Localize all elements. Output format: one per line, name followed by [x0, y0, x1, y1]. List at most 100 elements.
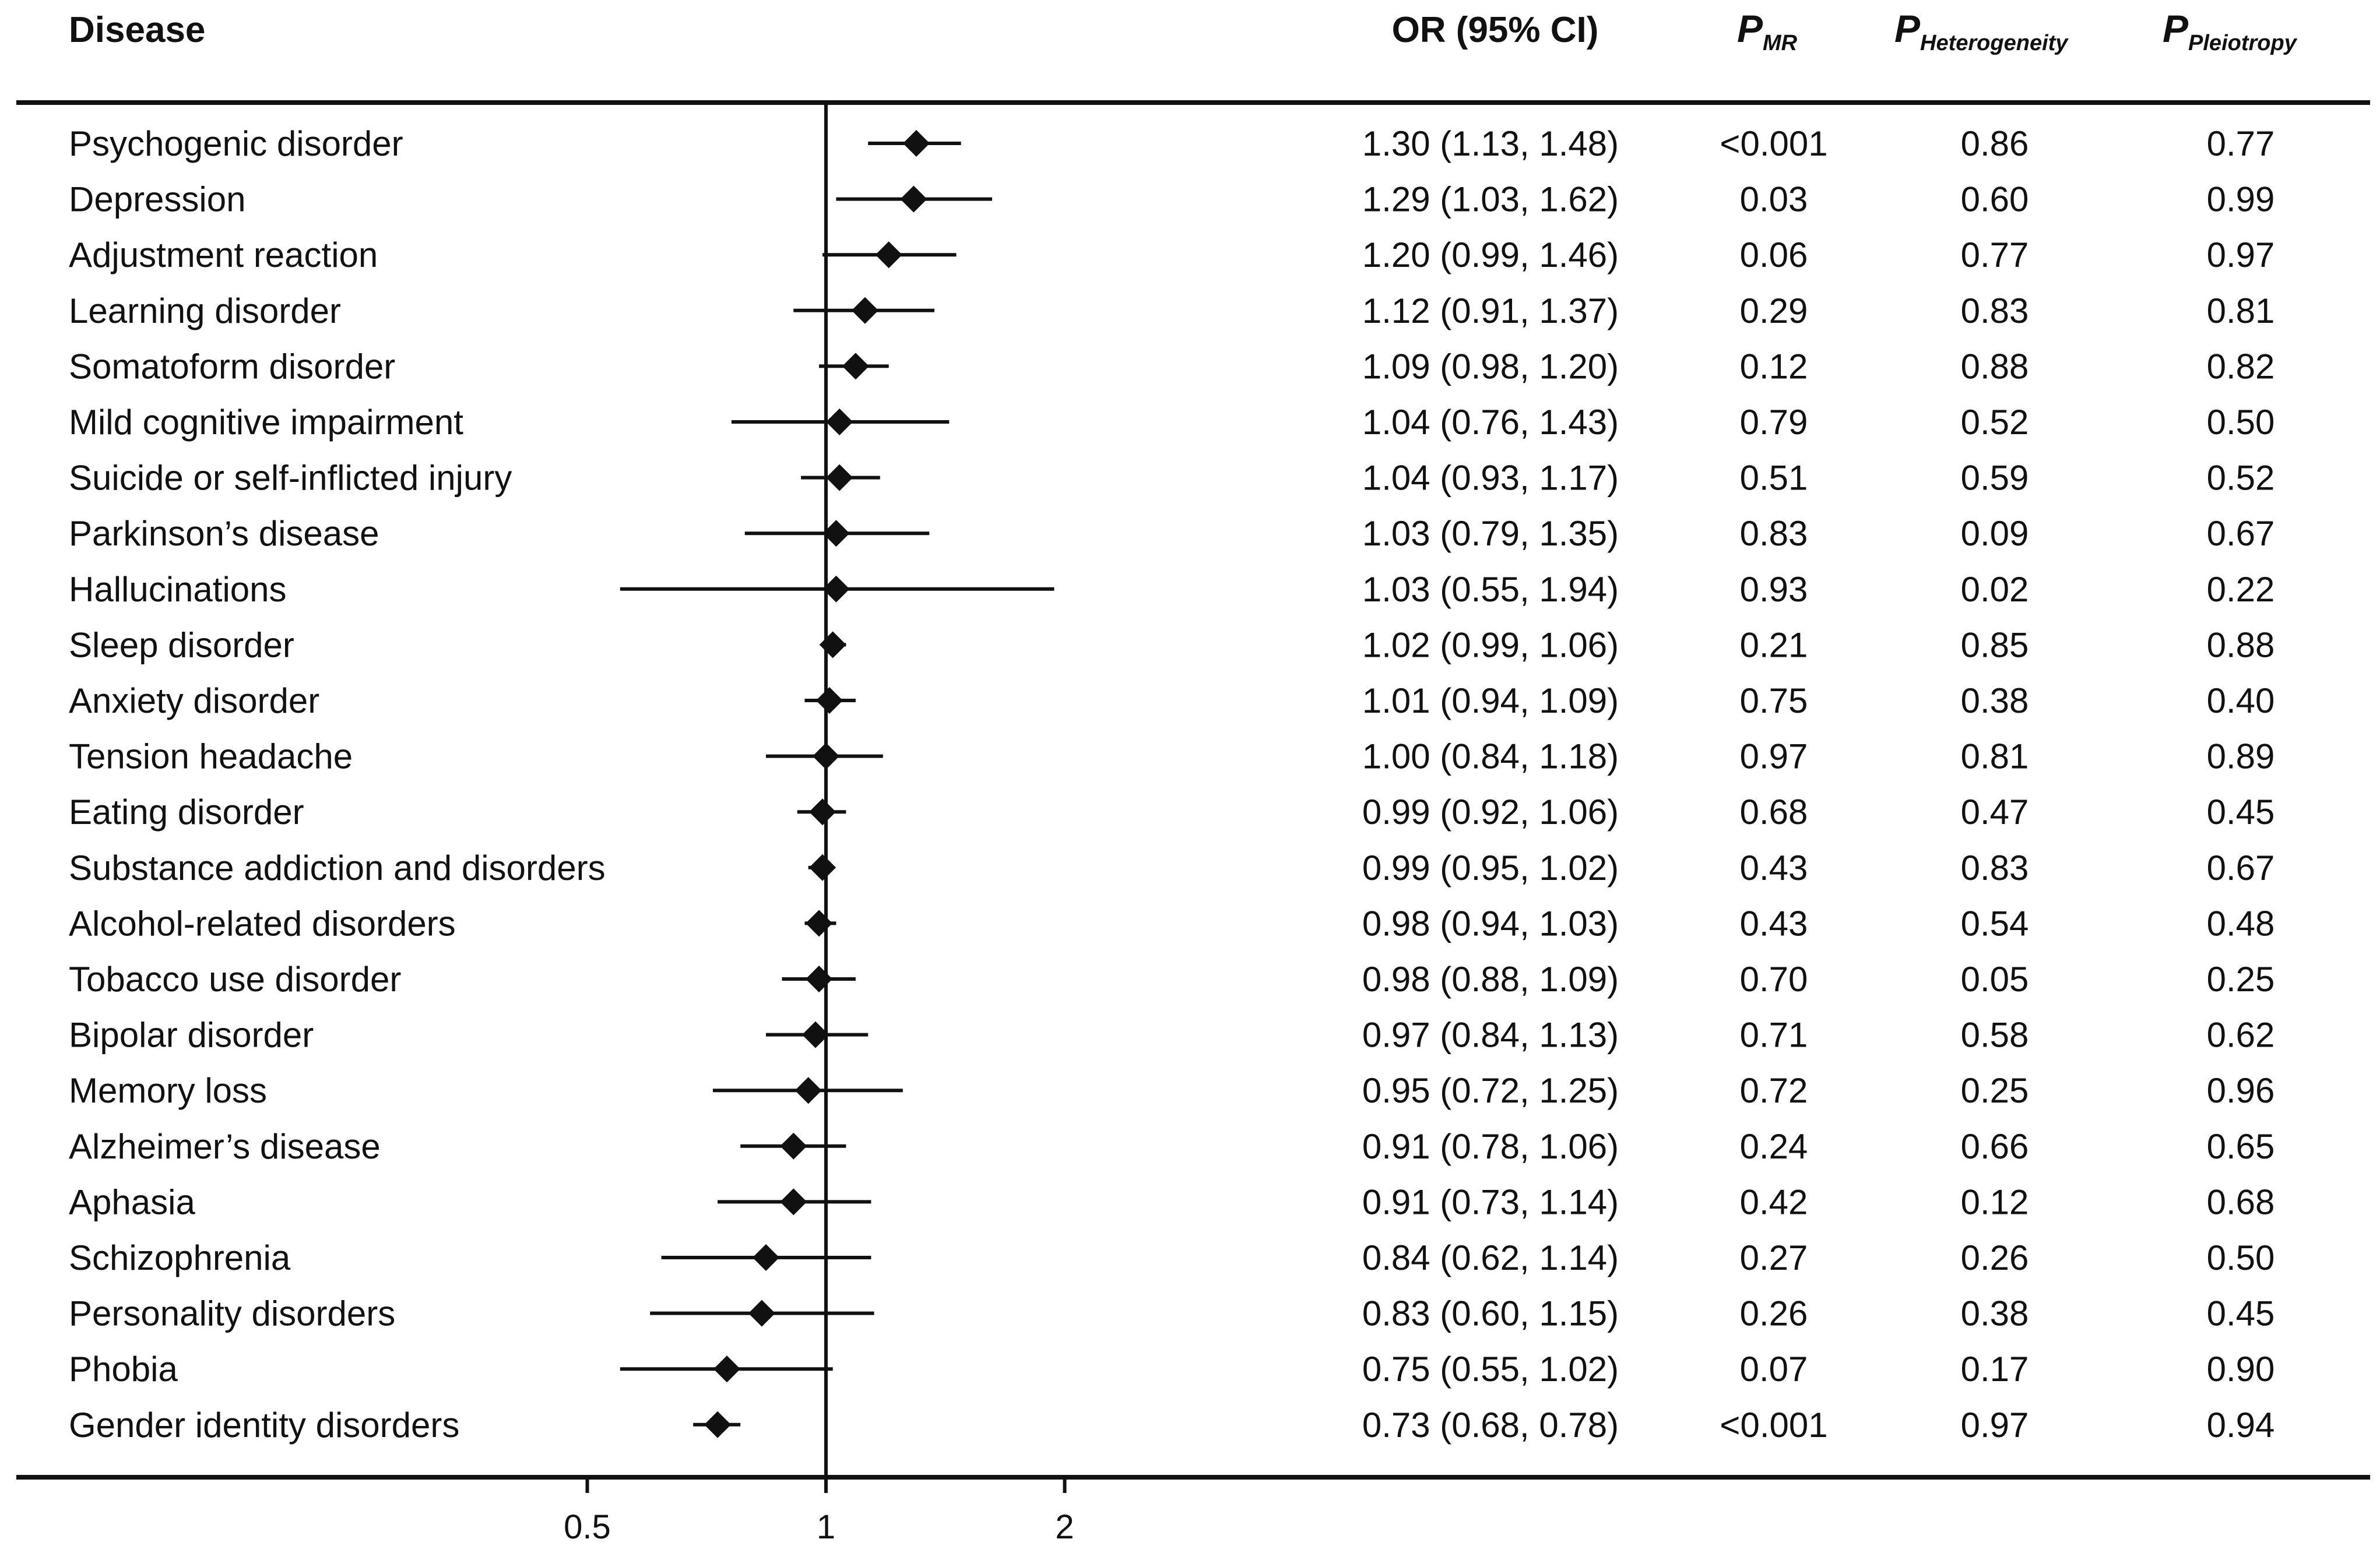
or-ci-value: 0.75 (0.55, 1.02)	[1362, 1350, 1619, 1389]
p-mr-value: 0.21	[1740, 625, 1808, 664]
p-heterogeneity-value: 0.25	[1961, 1071, 2029, 1110]
table-row: Psychogenic disorder 1.30 (1.13, 1.48) <0.…	[69, 124, 2274, 163]
disease-label: Schizophrenia	[69, 1238, 291, 1277]
p-pleiotropy-value: 0.67	[2207, 514, 2275, 553]
disease-label: Suicide or self-inflicted injury	[69, 459, 512, 498]
p-mr-value: 0.27	[1740, 1238, 1808, 1277]
or-point-marker	[806, 966, 833, 992]
or-ci-value: 0.98 (0.94, 1.03)	[1362, 904, 1619, 943]
or-point-marker	[842, 353, 869, 380]
table-row: Eating disorder 0.99 (0.92, 1.06) 0.68 0.47…	[69, 793, 2274, 832]
p-pleiotropy-value: 0.68	[2207, 1182, 2275, 1221]
or-point-marker	[903, 130, 930, 157]
disease-label: Memory loss	[69, 1071, 267, 1110]
p-mr-value: 0.42	[1740, 1182, 1808, 1221]
header-p-mr-letter: P	[1737, 7, 1763, 50]
p-heterogeneity-value: 0.17	[1961, 1350, 2029, 1389]
p-heterogeneity-value: 0.02	[1961, 570, 2029, 609]
table-row: Anxiety disorder 1.01 (0.94, 1.09) 0.75 0.3…	[69, 681, 2274, 720]
or-ci-value: 0.99 (0.95, 1.02)	[1362, 848, 1619, 888]
table-row: Suicide or self-inflicted injury 1.04 (0.…	[69, 459, 2274, 498]
or-point-marker	[809, 798, 836, 826]
or-point-marker	[822, 520, 850, 547]
p-mr-value: 0.72	[1740, 1071, 1808, 1110]
or-point-marker	[875, 241, 902, 269]
table-row: Somatoform disorder 1.09 (0.98, 1.20) 0.12…	[69, 347, 2274, 386]
table-row: Mild cognitive impairment 1.04 (0.76, 1.4…	[69, 403, 2274, 442]
header-p-het-letter: P	[1894, 7, 1921, 50]
p-mr-value: 0.43	[1740, 904, 1808, 943]
header-or-ci: OR (95% CI)	[1392, 10, 1599, 50]
disease-label: Tobacco use disorder	[69, 960, 401, 999]
or-ci-value: 0.95 (0.72, 1.25)	[1362, 1071, 1619, 1110]
or-point-marker	[794, 1077, 822, 1104]
disease-label: Bipolar disorder	[69, 1016, 314, 1055]
p-heterogeneity-value: 0.09	[1961, 514, 2029, 553]
disease-label: Alzheimer’s disease	[69, 1127, 381, 1166]
p-pleiotropy-value: 0.40	[2207, 681, 2275, 720]
p-heterogeneity-value: 0.86	[1961, 124, 2029, 163]
p-heterogeneity-value: 0.83	[1961, 848, 2029, 888]
or-point-marker	[806, 910, 833, 937]
p-mr-value: <0.001	[1720, 1406, 1827, 1445]
or-ci-value: 1.30 (1.13, 1.48)	[1362, 124, 1619, 163]
header-p-pleiotropy: PPleiotropy	[2163, 7, 2298, 55]
p-heterogeneity-value: 0.85	[1961, 625, 2029, 664]
p-pleiotropy-value: 0.89	[2207, 737, 2275, 776]
p-mr-value: 0.03	[1740, 180, 1808, 219]
or-point-marker	[802, 1021, 829, 1048]
table-row: Bipolar disorder 0.97 (0.84, 1.13) 0.71 0.5…	[69, 1016, 2274, 1055]
p-heterogeneity-value: 0.38	[1961, 681, 2029, 720]
table-row: Aphasia 0.91 (0.73, 1.14) 0.42 0.12 0.68	[69, 1182, 2274, 1221]
disease-label: Alcohol-related disorders	[69, 904, 456, 943]
table-row: Tension headache 1.00 (0.84, 1.18) 0.97 0.8…	[69, 737, 2274, 776]
header-p-heterogeneity: PHeterogeneity	[1894, 7, 2069, 55]
or-point-marker	[819, 631, 846, 658]
p-mr-value: 0.71	[1740, 1016, 1808, 1055]
table-row: Learning disorder 1.12 (0.91, 1.37) 0.29 0.…	[69, 291, 2274, 330]
header-p-mr: PMR	[1737, 7, 1798, 55]
or-ci-value: 0.73 (0.68, 0.78)	[1362, 1406, 1619, 1445]
p-pleiotropy-value: 0.48	[2207, 904, 2275, 943]
header-disease: Disease	[69, 10, 205, 50]
p-pleiotropy-value: 0.96	[2207, 1071, 2275, 1110]
p-mr-value: 0.43	[1740, 848, 1808, 888]
table-row: Substance addiction and disorders 0.99 (0…	[69, 848, 2274, 888]
p-heterogeneity-value: 0.66	[1961, 1127, 2029, 1166]
p-heterogeneity-value: 0.97	[1961, 1406, 2029, 1445]
p-heterogeneity-value: 0.54	[1961, 904, 2029, 943]
disease-label: Substance addiction and disorders	[69, 848, 606, 888]
or-point-marker	[704, 1411, 732, 1438]
disease-label: Somatoform disorder	[69, 347, 395, 386]
disease-label: Learning disorder	[69, 291, 341, 330]
p-heterogeneity-value: 0.05	[1961, 960, 2029, 999]
disease-label: Personality disorders	[69, 1294, 395, 1333]
p-mr-value: 0.79	[1740, 403, 1808, 442]
p-mr-value: 0.07	[1740, 1350, 1808, 1389]
p-heterogeneity-value: 0.77	[1961, 235, 2029, 274]
p-heterogeneity-value: 0.83	[1961, 291, 2029, 330]
disease-label: Aphasia	[69, 1182, 195, 1221]
or-ci-value: 1.29 (1.03, 1.62)	[1362, 180, 1619, 219]
p-pleiotropy-value: 0.62	[2207, 1016, 2275, 1055]
table-row: Gender identity disorders 0.73 (0.68, 0.7…	[69, 1406, 2274, 1445]
disease-label: Gender identity disorders	[69, 1406, 459, 1445]
p-pleiotropy-value: 0.90	[2207, 1350, 2275, 1389]
p-mr-value: 0.70	[1740, 960, 1808, 999]
header-p-pleio-subscript: Pleiotropy	[2188, 31, 2298, 55]
p-heterogeneity-value: 0.47	[1961, 793, 2029, 832]
disease-label: Depression	[69, 180, 246, 219]
table-row: Adjustment reaction 1.20 (0.99, 1.46) 0.06…	[69, 235, 2274, 274]
p-pleiotropy-value: 0.99	[2207, 180, 2275, 219]
table-row: Memory loss 0.95 (0.72, 1.25) 0.72 0.25 0.96	[69, 1071, 2274, 1110]
or-point-marker	[826, 464, 853, 491]
p-pleiotropy-value: 0.52	[2207, 459, 2275, 498]
or-ci-value: 0.84 (0.62, 1.14)	[1362, 1238, 1619, 1277]
x-axis-ticks: 0.5 1 2	[564, 1477, 1074, 1546]
disease-label: Mild cognitive impairment	[69, 403, 463, 442]
p-mr-value: <0.001	[1720, 124, 1827, 163]
or-ci-value: 1.00 (0.84, 1.18)	[1362, 737, 1619, 776]
p-heterogeneity-value: 0.88	[1961, 347, 2029, 386]
p-mr-value: 0.12	[1740, 347, 1808, 386]
